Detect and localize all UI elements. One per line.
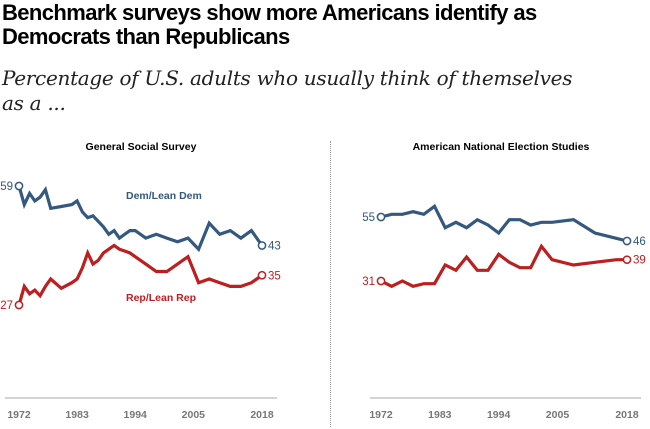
anes-rep-start-marker bbox=[376, 276, 386, 286]
anes-rep-start-label: 31 bbox=[362, 276, 375, 288]
gss-plot-area: 1972 1983 1994 2005 2018 59 43 Dem/Lean Dem 27 35… bbox=[0, 181, 281, 421]
chart-title-line1: Benchmark surveys show more Americans id… bbox=[2, 0, 537, 25]
gss-dem-end-label: 43 bbox=[268, 241, 281, 253]
gss-x-tick-label: 1972 bbox=[7, 409, 31, 421]
anes-x-tick-label: 2005 bbox=[546, 409, 570, 421]
gss-dem-line bbox=[17, 185, 264, 253]
gss-rep-end-marker bbox=[257, 270, 267, 280]
chart-subtitle-line2: as a ... bbox=[2, 91, 66, 115]
chart-subtitle-line1: Percentage of U.S. adults who usually th… bbox=[2, 66, 573, 90]
anes-panel-title: American National Election Studies bbox=[413, 141, 590, 153]
anes-dem-start-label: 55 bbox=[362, 212, 375, 224]
chart-subtitle: Percentage of U.S. adults who usually th… bbox=[2, 66, 642, 116]
anes-dem-line bbox=[380, 203, 628, 243]
gss-rep-start-label: 27 bbox=[0, 300, 13, 312]
anes-dem-end-label: 46 bbox=[633, 236, 646, 248]
gss-dem-end-marker bbox=[257, 241, 267, 250]
anes-rep-end-marker bbox=[622, 255, 632, 265]
panel-divider bbox=[330, 141, 331, 427]
anes-dem-start-marker bbox=[376, 212, 386, 222]
gss-dem-start-label: 59 bbox=[0, 181, 13, 193]
anes-x-tick-label: 1983 bbox=[428, 409, 452, 421]
gss-rep-line bbox=[17, 243, 263, 306]
gss-panel-title: General Social Survey bbox=[86, 141, 197, 153]
anes-rep-line bbox=[380, 243, 627, 289]
gss-dem-start-marker bbox=[14, 181, 24, 191]
anes-x-tick-label: 2018 bbox=[615, 409, 639, 421]
anes-dem-end-marker bbox=[622, 236, 632, 246]
anes-rep-end-label: 39 bbox=[633, 255, 646, 267]
gss-dem-series-label: Dem/Lean Dem bbox=[126, 190, 202, 202]
anes-x-tick-label: 1972 bbox=[369, 409, 393, 421]
chart-title-line2: Democrats than Republicans bbox=[2, 24, 290, 49]
gss-chart: General Social Survey 1972 1983 1994 2005 20… bbox=[0, 141, 281, 421]
gss-x-tick-label: 1983 bbox=[65, 409, 89, 421]
anes-x-tick-label: 1994 bbox=[487, 409, 511, 421]
anes-plot-area: 1972 1983 1994 2005 2018 55 46 31 39 bbox=[362, 203, 646, 421]
anes-chart: American National Election Studies 1972 1… bbox=[362, 141, 646, 421]
gss-rep-start-marker bbox=[14, 300, 24, 310]
gss-rep-series-label: Rep/Lean Rep bbox=[126, 292, 196, 304]
gss-x-tick-label: 2018 bbox=[250, 409, 274, 421]
chart-title: Benchmark surveys show more Americans id… bbox=[2, 1, 642, 49]
gss-x-tick-label: 2005 bbox=[182, 409, 206, 421]
gss-rep-end-label: 35 bbox=[268, 270, 281, 282]
gss-x-tick-label: 1994 bbox=[124, 409, 148, 421]
